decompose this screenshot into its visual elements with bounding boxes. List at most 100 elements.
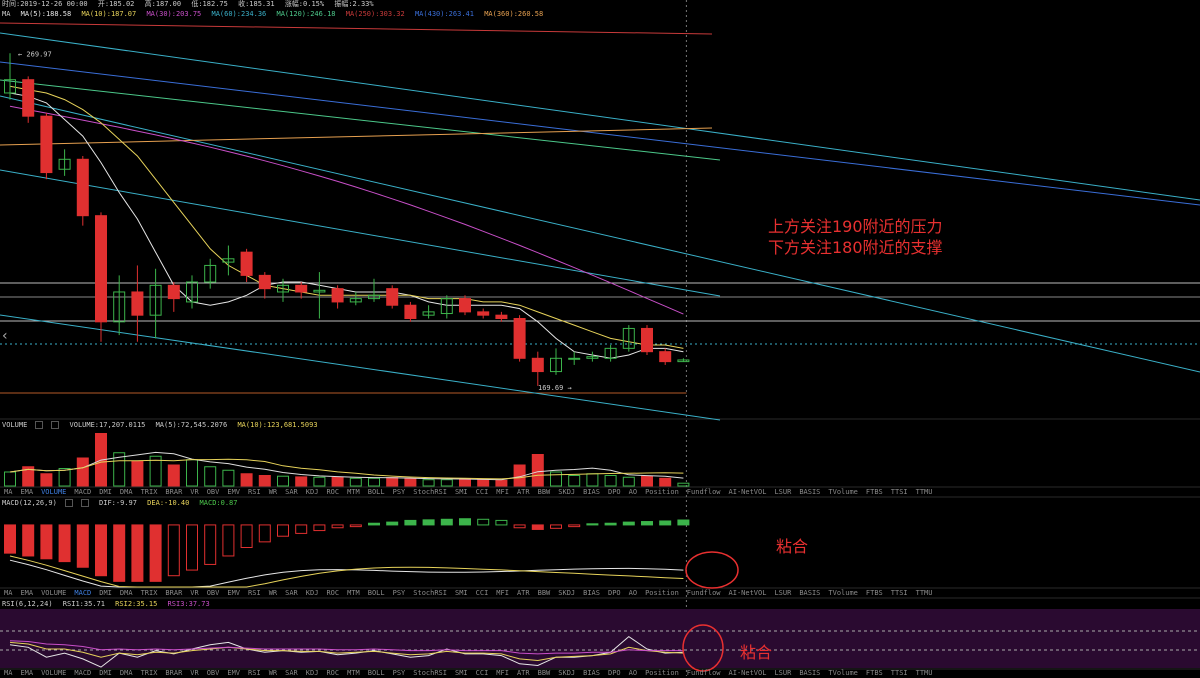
indicator-tab-mfi[interactable]: MFI [496,488,509,496]
indicator-tab-mfi[interactable]: MFI [496,589,509,597]
indicator-tab-rsi[interactable]: RSI [248,488,261,496]
indicator-tab-dmi[interactable]: DMI [99,669,112,677]
indicator-tab-bias[interactable]: BIAS [583,488,600,496]
indicator-tab-mtm[interactable]: MTM [347,669,360,677]
indicator-tab-atr[interactable]: ATR [516,488,530,496]
indicator-tab-roc[interactable]: ROC [326,669,340,677]
indicator-tab-smi[interactable]: SMI [454,669,468,677]
indicator-tab-basis[interactable]: BASIS [799,488,821,496]
settings-box-icon[interactable] [35,421,44,429]
indicator-tab-dpo[interactable]: DPO [607,488,621,496]
indicator-tab-psy[interactable]: PSY [392,488,406,496]
indicator-tab-atr[interactable]: ATR [516,589,530,597]
indicator-tab-bbw[interactable]: BBW [537,589,551,597]
settings-box-icon[interactable] [64,499,73,507]
indicator-tab-cci[interactable]: CCI [475,669,489,677]
indicator-tab-position[interactable]: Position [645,669,679,677]
indicator-tab-emv[interactable]: EMV [227,488,241,496]
indicator-tab-ao[interactable]: AO [628,589,638,597]
indicator-tab-mtm[interactable]: MTM [347,488,360,496]
indicator-tab-emv[interactable]: EMV [227,589,241,597]
indicator-tab-ttsi[interactable]: TTSI [890,589,908,597]
indicator-tab-bbw[interactable]: BBW [537,669,551,677]
indicator-tab-brar[interactable]: BRAR [165,488,183,496]
indicator-tab-macd[interactable]: MACD [74,589,92,597]
indicator-tab-tvolume[interactable]: TVolume [828,669,858,677]
indicator-tab-brar[interactable]: BRAR [165,669,183,677]
indicator-tab-dmi[interactable]: DMI [99,589,112,597]
indicator-tab-vr[interactable]: VR [190,669,199,677]
indicator-tab-bbw[interactable]: BBW [537,488,551,496]
indicator-tab-ma[interactable]: MA [4,669,13,677]
indicator-tab-trix[interactable]: TRIX [140,589,158,597]
indicator-tab-cci[interactable]: CCI [475,488,489,496]
indicator-tab-mfi[interactable]: MFI [496,669,509,677]
indicator-tab-ftbs[interactable]: FTBS [865,589,883,597]
indicator-tab-volume[interactable]: VOLUME [41,488,67,496]
indicator-tab-dma[interactable]: DMA [119,589,133,597]
indicator-tab-basis[interactable]: BASIS [799,669,821,677]
indicator-tab-sar[interactable]: SAR [285,669,298,677]
indicator-tab-kdj[interactable]: KDJ [305,488,319,496]
indicator-tab-fundflow[interactable]: Fundflow [686,589,721,597]
indicator-tab-dma[interactable]: DMA [119,669,133,677]
indicator-tab-ema[interactable]: EMA [20,669,34,677]
indicator-tab-volume[interactable]: VOLUME [41,589,67,597]
indicator-tab-skdj[interactable]: SKDJ [558,589,576,597]
indicator-tab-fundflow[interactable]: Fundflow [686,669,721,677]
indicator-tab-bias[interactable]: BIAS [583,589,600,597]
indicator-tab-smi[interactable]: SMI [454,589,468,597]
indicator-tab-roc[interactable]: ROC [326,488,340,496]
indicator-tab-dma[interactable]: DMA [119,488,133,496]
indicator-tab-ema[interactable]: EMA [20,589,34,597]
indicator-tab-ema[interactable]: EMA [20,488,34,496]
indicator-tab-stochrsi[interactable]: StochRSI [413,669,447,677]
indicator-tab-wr[interactable]: WR [268,669,278,677]
indicator-tab-obv[interactable]: OBV [206,669,220,677]
indicator-tab-ttsi[interactable]: TTSI [890,488,908,496]
indicator-tab-dmi[interactable]: DMI [99,488,112,496]
indicator-tab-trix[interactable]: TRIX [140,669,158,677]
indicator-tab-ttmu[interactable]: TTMU [915,488,933,496]
indicator-tab-ma[interactable]: MA [4,589,13,597]
close-box-icon[interactable] [51,421,60,429]
indicator-tab-lsur[interactable]: LSUR [774,488,792,496]
indicator-tab-dpo[interactable]: DPO [607,589,621,597]
indicator-tab-ao[interactable]: AO [628,669,638,677]
indicator-tab-tvolume[interactable]: TVolume [828,488,858,496]
indicator-tab-ai-netvol[interactable]: AI-NetVOL [728,589,767,597]
collapse-left-icon[interactable]: ‹ [2,328,8,344]
indicator-tab-kdj[interactable]: KDJ [305,669,319,677]
indicator-tab-trix[interactable]: TRIX [140,488,158,496]
indicator-tab-boll[interactable]: BOLL [367,589,385,597]
indicator-tab-emv[interactable]: EMV [227,669,241,677]
indicator-tab-rsi[interactable]: RSI [248,669,261,677]
indicator-tab-smi[interactable]: SMI [454,488,468,496]
indicator-tab-ma[interactable]: MA [4,488,13,496]
indicator-tab-sar[interactable]: SAR [285,488,298,496]
close-box-icon[interactable] [80,499,89,507]
indicator-tab-vr[interactable]: VR [190,589,199,597]
indicator-tab-volume[interactable]: VOLUME [41,669,67,677]
indicator-tab-rsi[interactable]: RSI [248,589,261,597]
indicator-tab-macd[interactable]: MACD [74,488,92,496]
indicator-tab-skdj[interactable]: SKDJ [558,669,576,677]
indicator-tab-wr[interactable]: WR [268,589,278,597]
indicator-tab-obv[interactable]: OBV [206,488,220,496]
indicator-tab-ttmu[interactable]: TTMU [915,589,933,597]
indicator-tab-ttsi[interactable]: TTSI [890,669,908,677]
indicator-tab-roc[interactable]: ROC [326,589,340,597]
indicator-tab-ai-netvol[interactable]: AI-NetVOL [728,669,767,677]
indicator-tab-wr[interactable]: WR [268,488,278,496]
indicator-tab-boll[interactable]: BOLL [367,488,385,496]
indicator-tab-basis[interactable]: BASIS [799,589,821,597]
indicator-tab-fundflow[interactable]: Fundflow [686,488,721,496]
indicator-tab-psy[interactable]: PSY [392,669,406,677]
indicator-tab-bias[interactable]: BIAS [583,669,600,677]
indicator-tab-ai-netvol[interactable]: AI-NetVOL [728,488,767,496]
indicator-tab-position[interactable]: Position [645,488,679,496]
indicator-tab-vr[interactable]: VR [190,488,199,496]
indicator-tab-brar[interactable]: BRAR [165,589,183,597]
indicator-tab-cci[interactable]: CCI [475,589,489,597]
